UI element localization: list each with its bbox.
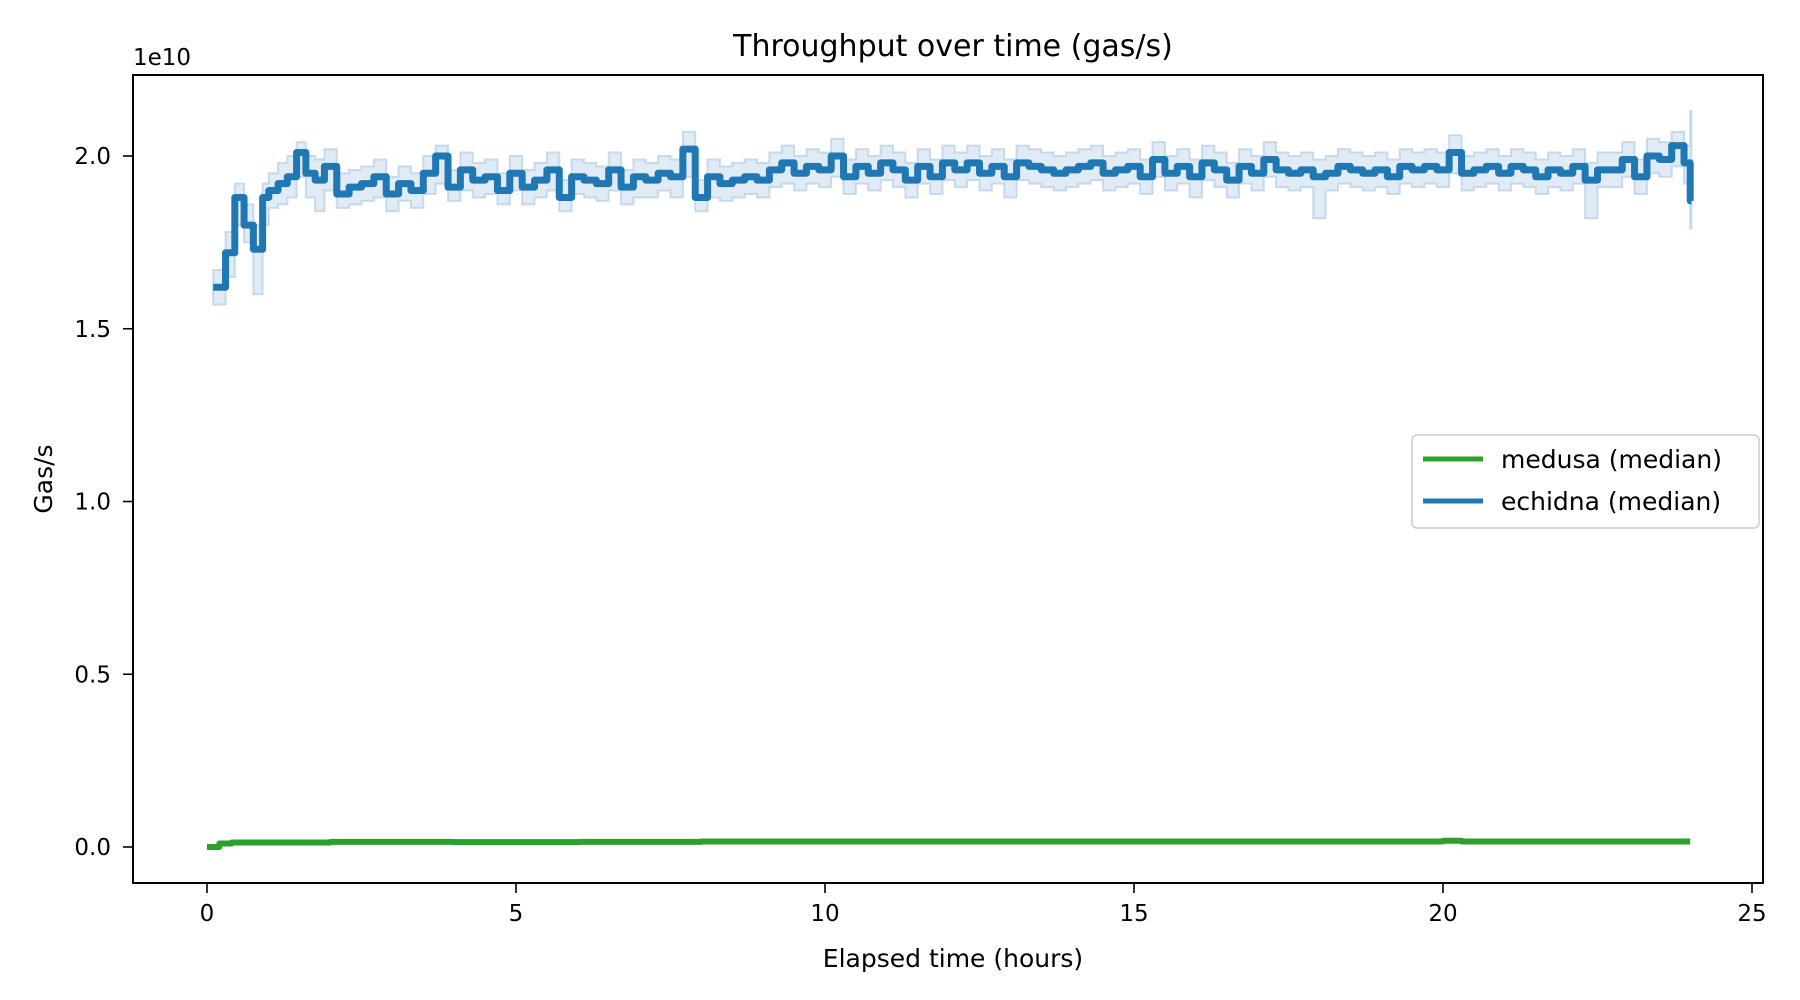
y-tick-label: 1.0 (74, 490, 111, 516)
legend-label-medusa: medusa (median) (1501, 445, 1722, 474)
plot-area (207, 110, 1694, 850)
legend: medusa (median) echidna (median) (1411, 434, 1760, 529)
y-offset-label: 1e10 (133, 45, 191, 71)
y-tick-label: 0.5 (74, 662, 111, 688)
axes-frame (132, 74, 1764, 884)
legend-box (1411, 434, 1760, 529)
echidna-line (213, 142, 1694, 291)
x-tick-label: 15 (1119, 901, 1148, 927)
series-lines (207, 142, 1694, 850)
legend-label-echidna: echidna (median) (1501, 487, 1721, 516)
y-tick-label: 2.0 (74, 144, 111, 170)
y-axis-ticks: 0.0 0.5 1.0 1.5 2.0 (74, 144, 133, 861)
x-tick-label: 20 (1428, 901, 1457, 927)
x-tick-label: 5 (509, 901, 524, 927)
y-tick-label: 1.5 (74, 317, 111, 343)
chart-title: Throughput over time (gas/s) (732, 29, 1173, 64)
x-axis-ticks: 0 5 10 15 20 25 (200, 883, 1767, 927)
x-tick-label: 10 (810, 901, 839, 927)
medusa-line (207, 837, 1691, 850)
y-tick-label: 0.0 (74, 835, 111, 861)
x-axis-label: Elapsed time (hours) (823, 944, 1083, 973)
x-tick-label: 0 (200, 901, 215, 927)
y-axis-label: Gas/s (29, 444, 58, 513)
x-tick-label: 25 (1737, 901, 1766, 927)
